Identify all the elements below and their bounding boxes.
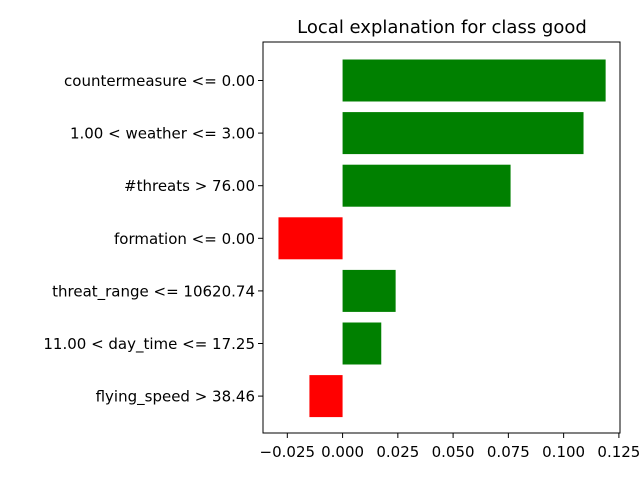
x-tick-label: 0.125 [597,443,640,461]
x-tick-label: 0.025 [376,443,419,461]
bar-2 [342,164,511,207]
y-tick-label: flying_speed > 38.46 [96,388,255,407]
x-tick-label: 0.000 [321,443,364,461]
y-tick-labels: countermeasure <= 0.00 1.00 < weather <= … [43,72,263,407]
y-tick-label: #threats > 76.00 [124,177,255,195]
y-tick-label: threat_range <= 10620.74 [52,282,255,301]
x-tick-label: 0.075 [487,443,530,461]
y-tick-label: 1.00 < weather <= 3.00 [70,125,255,143]
y-tick-label: 11.00 < day_time <= 17.25 [43,335,255,354]
bar-3 [278,217,343,260]
bar-0 [342,59,606,102]
x-tick-label: 0.050 [432,443,475,461]
x-tick-label: −0.025 [260,443,316,461]
bar-1 [342,112,584,155]
bar-4 [342,269,396,312]
bar-5 [342,322,382,365]
plot-frame [262,41,621,434]
y-tick-label: countermeasure <= 0.00 [64,72,255,90]
x-axis-ticks: −0.025 0.000 0.025 0.050 0.075 0.100 0.125 [260,433,640,461]
bar-6 [309,375,343,418]
bars-group [278,59,606,418]
y-tick-label: formation <= 0.00 [114,230,255,248]
x-tick-label: 0.100 [542,443,585,461]
chart-title: Local explanation for class good [297,17,587,38]
